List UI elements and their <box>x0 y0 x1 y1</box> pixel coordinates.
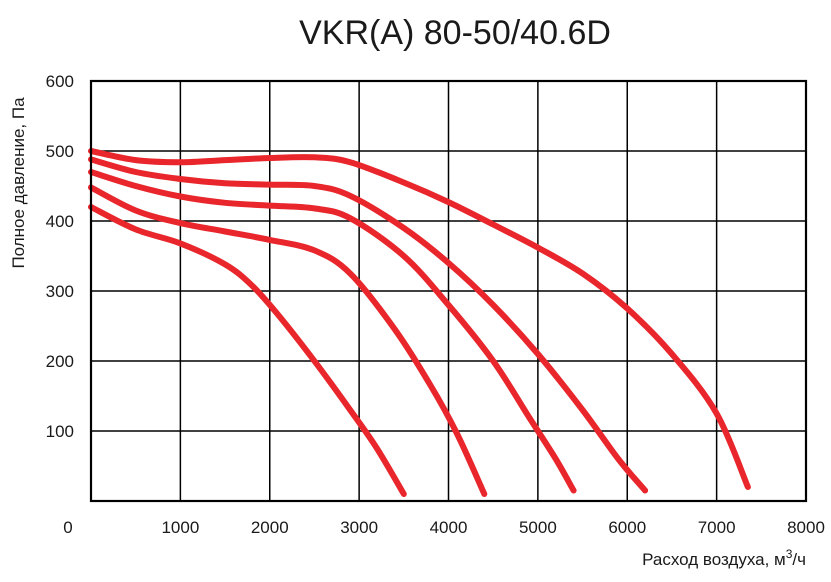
grid <box>91 80 807 501</box>
tick-labels: 1000 2000 3000 4000 5000 6000 7000 800010020030… <box>46 72 825 537</box>
y-tick-label: 500 <box>46 142 74 161</box>
origin-label: 0 <box>63 518 72 537</box>
x-tick-label: 1000 <box>161 518 199 537</box>
y-tick-label: 200 <box>46 352 74 371</box>
plot-frame <box>89 79 808 503</box>
y-axis-label: Полное давление, Па <box>9 97 28 269</box>
x-tick-label: 5000 <box>519 518 557 537</box>
x-tick-label: 4000 <box>430 518 468 537</box>
plot-area <box>88 148 751 497</box>
fan-curve-4 <box>88 184 488 497</box>
x-axis-label: Расход воздуха, м3/ч <box>642 547 806 569</box>
x-tick-label: 7000 <box>698 518 736 537</box>
fan-curve-1 <box>88 148 751 490</box>
chart-title: VKR(A) 80-50/40.6D <box>299 14 611 52</box>
fan-curve-5 <box>88 204 407 497</box>
x-axis-label-suffix: /ч <box>792 550 806 569</box>
x-axis-label-main: Расход воздуха, м <box>642 550 786 569</box>
x-tick-label: 3000 <box>340 518 378 537</box>
y-tick-label: 100 <box>46 422 74 441</box>
y-tick-label: 600 <box>46 72 74 91</box>
fan-curve-2 <box>88 156 649 494</box>
y-tick-label: 300 <box>46 282 74 301</box>
x-tick-label: 6000 <box>608 518 646 537</box>
x-tick-label: 8000 <box>787 518 825 537</box>
y-tick-label: 400 <box>46 212 74 231</box>
fan-curve-3 <box>88 169 577 494</box>
x-axis-label-sup: 3 <box>786 547 793 561</box>
x-tick-label: 2000 <box>251 518 289 537</box>
